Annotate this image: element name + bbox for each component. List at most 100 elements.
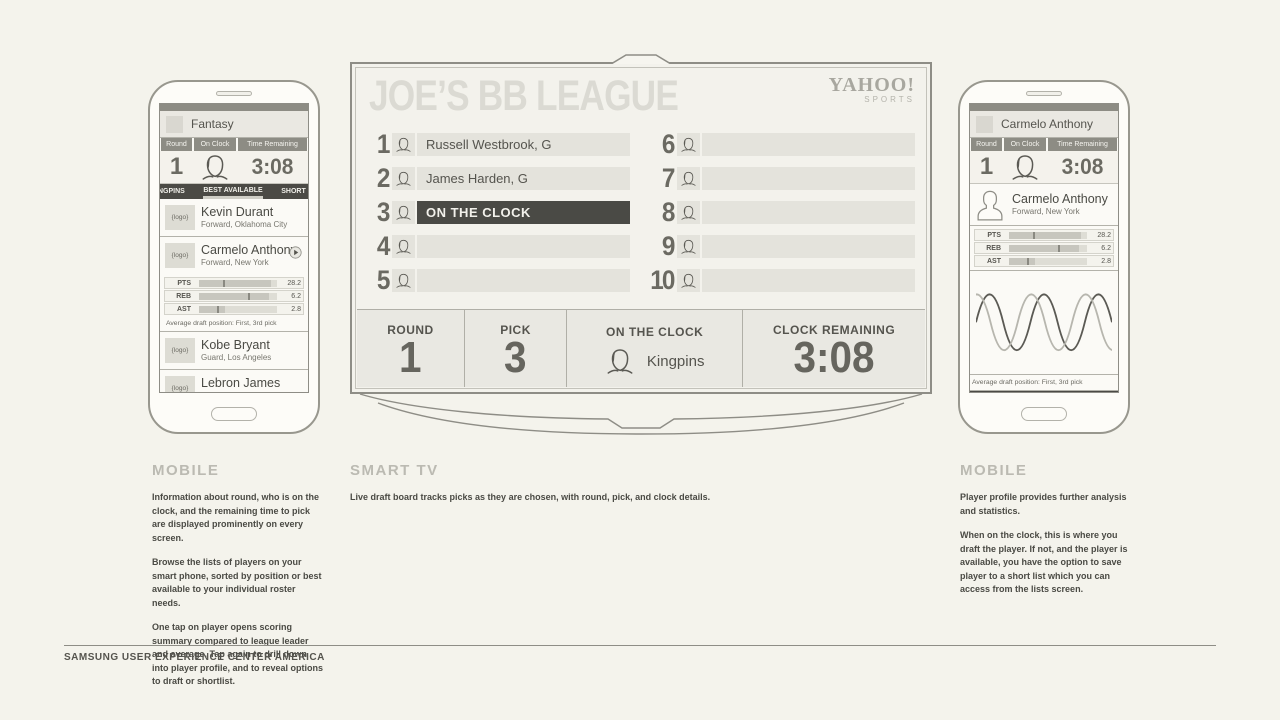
stat-row-reb: REB 6.2 — [974, 242, 1114, 254]
player-meta: Forward, New York — [201, 257, 269, 267]
stat-label: REB — [986, 244, 1001, 252]
right-phone-screen: Carmelo Anthony Round On Clock Time Rema… — [969, 103, 1119, 393]
tab-kingpins[interactable]: NGPINS — [160, 188, 185, 195]
scoreboard-clock-remaining: CLOCK REMAINING 3:08 — [743, 310, 925, 387]
tab-short-list[interactable]: SHORT L — [281, 188, 308, 195]
stat-bar-fill — [1009, 231, 1081, 239]
left-phone-device: Fantasy Round On Clock Time Remaining 1 … — [148, 80, 320, 434]
footer-divider — [64, 645, 1216, 646]
pick-row-1: 1 Russell Westbrook, G — [361, 129, 630, 159]
pick-row-8: 8 — [646, 197, 915, 227]
pick-row-9: 9 — [646, 231, 915, 261]
round-header: Round — [161, 138, 192, 151]
smart-tv-device: JOE’S BB LEAGUE YAHOO! SPORTS 1 Russell … — [350, 54, 932, 394]
time-remaining-header: Time Remaining — [1048, 138, 1117, 151]
stat-value: 2.8 — [1101, 257, 1111, 265]
stat-bar-fill — [199, 292, 270, 300]
tab-best-available[interactable]: BEST AVAILABLE — [203, 184, 263, 199]
home-button[interactable] — [1021, 407, 1067, 421]
time-remaining-header: Time Remaining — [238, 138, 307, 151]
pick-slot — [702, 235, 915, 258]
stat-bar-fill — [1009, 244, 1080, 252]
pick-number: 9 — [661, 231, 676, 261]
team-logo-placeholder: {logo} — [165, 205, 195, 230]
stat-bar — [199, 292, 277, 300]
player-face-icon — [392, 269, 415, 292]
caption-title: SMART TV — [350, 462, 439, 479]
time-remaining-value: 3:08 — [1061, 154, 1104, 179]
player-face-icon — [677, 269, 700, 292]
player-row-lebron-james[interactable]: {logo} Lebron James Forward, Miami — [160, 370, 308, 392]
player-name: Carmelo Anthony — [1012, 192, 1108, 207]
app-header: Carmelo Anthony — [970, 111, 1118, 138]
round-header: Round — [971, 138, 1002, 151]
caption-paragraph: Player profile provides further analysis… — [960, 492, 1127, 516]
player-list: {logo} Kevin Durant Forward, Oklahoma Ci… — [160, 199, 308, 392]
caption-title: MOBILE — [152, 462, 220, 479]
stat-bar-fill — [199, 305, 225, 313]
scoreboard-pick: PICK 3 — [465, 310, 568, 387]
pick-row-7: 7 — [646, 163, 915, 193]
pick-row-6: 6 — [646, 129, 915, 159]
pick-slot: Russell Westbrook, G — [417, 133, 630, 156]
home-button[interactable] — [211, 407, 257, 421]
stat-value: 28.2 — [287, 279, 301, 287]
tv-scoreboard: ROUND 1 PICK 3 ON THE CLOCK Kingpins CLO… — [357, 309, 925, 387]
caption-title: MOBILE — [960, 462, 1028, 479]
player-meta: Forward, New York — [1012, 206, 1080, 216]
stat-label: PTS — [177, 279, 191, 287]
dark-wave-line — [975, 293, 1113, 352]
pick-number: 5 — [376, 265, 391, 295]
caption-paragraph: Live draft board tracks picks as they ar… — [350, 492, 711, 502]
player-face-icon — [677, 201, 700, 224]
league-title: JOE’S BB LEAGUE — [369, 72, 679, 120]
on-clock-header: On Clock — [194, 138, 236, 151]
player-face-icon — [677, 167, 700, 190]
pick-slot-on-clock: ON THE CLOCK — [417, 201, 630, 224]
stat-bar-fill — [1009, 257, 1035, 265]
status-bar — [970, 104, 1118, 111]
stat-value: 2.8 — [291, 305, 301, 313]
stat-bar — [199, 305, 277, 313]
stat-bar-marker — [1033, 231, 1036, 239]
player-face-icon — [392, 167, 415, 190]
player-stats-summary: PTS 28.2 REB 6.2 AST — [970, 226, 1118, 271]
app-header: Fantasy — [160, 111, 308, 138]
player-face-icon — [392, 201, 415, 224]
tv-header: JOE’S BB LEAGUE YAHOO! SPORTS — [357, 69, 925, 127]
app-title: Fantasy — [191, 117, 234, 131]
caption-mobile-left: MOBILE Information about round, who is o… — [152, 462, 324, 700]
clock-values-row: 1 3:08 — [970, 151, 1118, 184]
player-row-kobe-bryant[interactable]: {logo} Kobe Bryant Guard, Los Angeles — [160, 332, 308, 370]
player-row-carmelo-anthony[interactable]: {logo} Carmelo Anthony Forward, New York — [160, 237, 308, 274]
light-wave-line — [970, 293, 1118, 352]
scoreboard-round: ROUND 1 — [357, 310, 465, 387]
pick-slot — [702, 133, 915, 156]
scoreboard-on-clock: ON THE CLOCK Kingpins — [567, 310, 744, 387]
stat-value: 6.2 — [1101, 244, 1111, 252]
pick-number: 10 — [650, 265, 675, 295]
pick-slot: James Harden, G — [417, 167, 630, 190]
time-remaining-value: 3:08 — [251, 154, 294, 179]
stat-bar-marker — [1058, 244, 1061, 252]
round-value: 1 — [169, 153, 184, 180]
app-title: Carmelo Anthony — [1001, 117, 1094, 131]
pick-number: 2 — [376, 163, 391, 193]
player-name: Kobe Bryant — [201, 338, 270, 353]
app-logo-placeholder — [976, 115, 993, 133]
draft-column-left: 1 Russell Westbrook, G 2 James Harden, G… — [361, 129, 630, 309]
player-row-kevin-durant[interactable]: {logo} Kevin Durant Forward, Oklahoma Ci… — [160, 199, 308, 237]
stat-bar-fill — [199, 279, 271, 287]
on-clock-face-icon — [193, 152, 237, 182]
stat-bar — [1009, 244, 1087, 252]
pick-number: 3 — [376, 197, 391, 227]
on-clock-label: ON THE CLOCK — [606, 325, 704, 339]
caption-smart-tv: SMART TV Live draft board tracks picks a… — [350, 462, 920, 516]
stat-row-pts: PTS 28.2 — [164, 277, 304, 289]
tv-screen: JOE’S BB LEAGUE YAHOO! SPORTS 1 Russell … — [357, 69, 925, 387]
tv-bezel-inner-line — [355, 67, 927, 389]
expand-arrow-icon[interactable] — [289, 246, 302, 259]
tv-stand — [359, 393, 923, 435]
average-draft-position: Average draft position: First, 3rd pick — [972, 378, 1083, 386]
player-name: Lebron James — [201, 376, 281, 391]
